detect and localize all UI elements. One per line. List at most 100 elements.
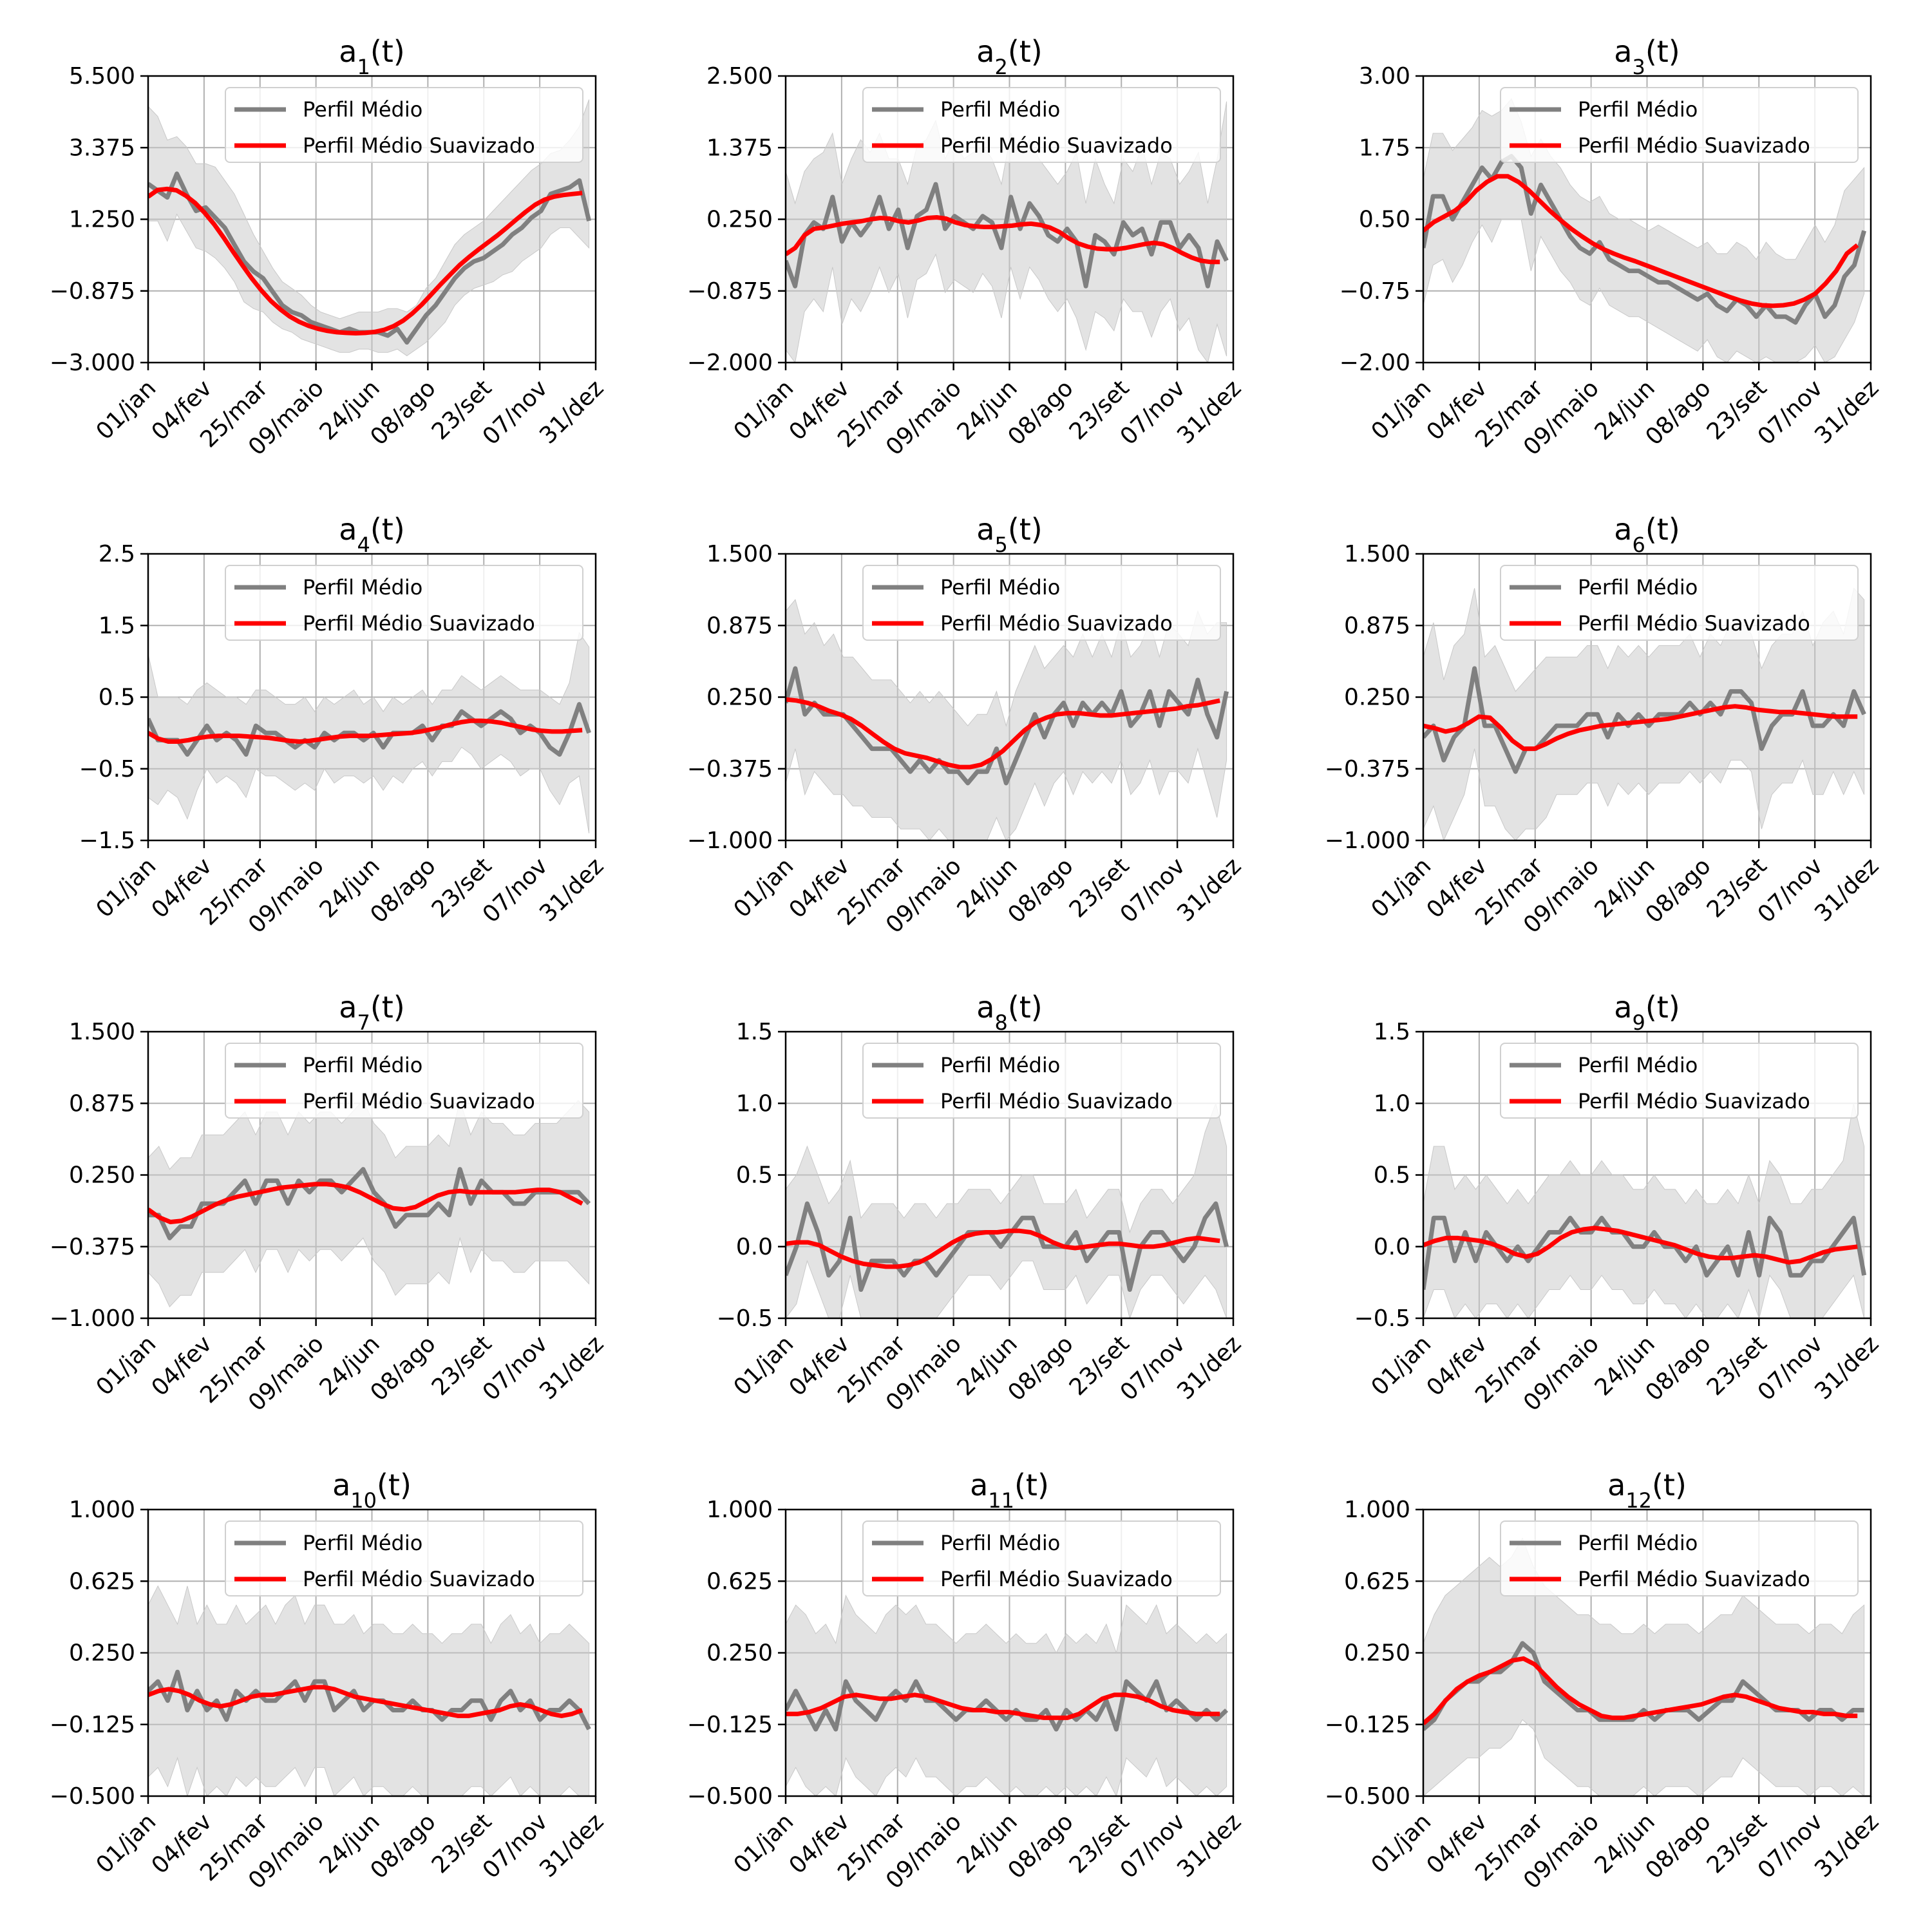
y-tick-label: 0.250	[706, 207, 773, 233]
y-tick-label: 1.5	[99, 612, 135, 639]
y-tick-label: 1.000	[1344, 1497, 1410, 1523]
y-tick-label: −0.125	[50, 1712, 135, 1738]
legend-label: Perfil Médio	[303, 575, 422, 600]
legend-label: Perfil Médio	[303, 97, 422, 122]
subplot-title: a11(t)	[970, 1468, 1049, 1513]
x-tick-label: 31/dez	[1172, 853, 1246, 927]
subplot-4: 2.51.50.5−0.5−1.501/jan04/fev25/mar09/ma…	[79, 512, 609, 938]
legend-label: Perfil Médio Suavizado	[940, 611, 1173, 636]
legend-box	[225, 1043, 583, 1119]
legend-label: Perfil Médio Suavizado	[1578, 1089, 1810, 1113]
series-line-perfil-medio-suavizado	[148, 1685, 583, 1718]
y-tick-label: −0.375	[1325, 756, 1410, 782]
legend-label: Perfil Médio	[940, 97, 1060, 122]
legend-label: Perfil Médio Suavizado	[1578, 133, 1810, 158]
y-tick-label: 0.250	[1344, 1640, 1410, 1667]
series-line-perfil-medio-suavizado	[786, 1692, 1220, 1720]
legend-label: Perfil Médio Suavizado	[1578, 1567, 1810, 1591]
y-tick-label: −0.875	[50, 278, 135, 305]
subplot-title: a3(t)	[1614, 34, 1680, 79]
x-tick-label: 01/jan	[1367, 1331, 1437, 1401]
legend: Perfil Médio Perfil Médio Suavizado	[862, 1520, 1221, 1596]
legend-box	[862, 1520, 1221, 1596]
legend-box	[1500, 1043, 1859, 1119]
x-tick-label: 31/dez	[1810, 853, 1884, 927]
variability-band	[1423, 1537, 1865, 1796]
series-line-perfil-medio	[148, 1669, 591, 1730]
y-tick-label: 0.250	[1344, 685, 1410, 711]
series-line-perfil-medio	[1423, 154, 1866, 325]
legend-box	[225, 87, 583, 163]
subplot-title: a9(t)	[1614, 990, 1680, 1035]
series-line-perfil-medio-suavizado	[1423, 174, 1859, 308]
legend-label: Perfil Médio	[303, 1531, 422, 1555]
y-tick-label: 5.500	[69, 63, 135, 90]
y-tick-label: 2.5	[99, 541, 135, 567]
subplot-title: a7(t)	[339, 990, 405, 1035]
y-tick-label: 0.875	[69, 1090, 135, 1117]
series-line-perfil-medio-suavizado	[1423, 704, 1858, 752]
y-tick-label: −0.500	[1325, 1783, 1410, 1810]
legend-label: Perfil Médio Suavizado	[303, 1567, 535, 1591]
subplot-1: 5.5003.3751.250−0.875−3.00001/jan04/fev2…	[50, 34, 609, 460]
y-tick-label: −0.500	[687, 1783, 773, 1810]
y-tick-label: −1.000	[50, 1305, 135, 1332]
x-tick-label: 01/jan	[1367, 375, 1437, 445]
x-tick-label: 01/jan	[1367, 1808, 1437, 1879]
x-tick-label: 31/dez	[535, 1331, 609, 1405]
y-tick-label: −1.000	[1325, 828, 1410, 854]
y-tick-label: −2.00	[1340, 350, 1410, 376]
legend-label: Perfil Médio Suavizado	[303, 611, 535, 636]
x-tick-label: 31/dez	[535, 375, 609, 449]
series-line-perfil-medio-suavizado	[1423, 1656, 1858, 1725]
variability-band	[148, 99, 590, 357]
variability-band	[786, 1595, 1227, 1796]
y-tick-label: −0.375	[50, 1234, 135, 1260]
legend-label: Perfil Médio	[303, 1053, 422, 1077]
variability-band	[1423, 98, 1865, 363]
legend-box	[862, 1043, 1221, 1119]
legend-label: Perfil Médio Suavizado	[940, 1567, 1173, 1591]
legend: Perfil Médio Perfil Médio Suavizado	[225, 87, 583, 163]
y-tick-label: 0.250	[69, 1162, 135, 1189]
legend: Perfil Médio Perfil Médio Suavizado	[225, 565, 583, 641]
subplot-5: 1.5000.8750.250−0.375−1.00001/jan04/fev2…	[687, 512, 1247, 938]
x-tick-label: 01/jan	[729, 1808, 799, 1879]
subplot-title: a10(t)	[332, 1468, 412, 1513]
variability-band	[1423, 587, 1865, 840]
series-line-perfil-medio-suavizado	[1423, 1226, 1858, 1265]
series-line-perfil-medio	[786, 666, 1229, 786]
y-tick-label: 3.375	[69, 135, 135, 161]
legend-box	[1500, 87, 1859, 163]
x-tick-label: 31/dez	[535, 1808, 609, 1882]
y-tick-label: 3.00	[1359, 63, 1410, 90]
legend-box	[862, 565, 1221, 641]
y-tick-label: 0.875	[1344, 612, 1410, 639]
y-tick-label: 1.0	[1374, 1090, 1410, 1117]
series-line-perfil-medio-suavizado	[148, 186, 583, 336]
y-tick-label: −3.000	[50, 350, 135, 376]
y-tick-label: 0.50	[1359, 207, 1410, 233]
y-tick-label: 1.500	[69, 1019, 135, 1045]
legend-label: Perfil Médio Suavizado	[303, 1089, 535, 1113]
legend-box	[225, 1520, 583, 1596]
series-line-perfil-medio	[786, 182, 1229, 289]
legend-box	[862, 87, 1221, 163]
y-tick-label: 1.250	[69, 207, 135, 233]
x-tick-label: 01/jan	[91, 1808, 162, 1879]
legend: Perfil Médio Perfil Médio Suavizado	[1500, 565, 1859, 641]
x-tick-label: 01/jan	[91, 375, 162, 445]
y-tick-label: 0.625	[706, 1568, 773, 1595]
legend-label: Perfil Médio	[1578, 97, 1698, 122]
subplot-title: a1(t)	[339, 34, 405, 79]
y-tick-label: 0.5	[736, 1162, 773, 1189]
y-tick-label: −1.000	[687, 828, 773, 854]
series-line-perfil-medio-suavizado	[786, 1228, 1220, 1269]
subplot-title: a2(t)	[976, 34, 1043, 79]
legend-box	[1500, 565, 1859, 641]
variability-band	[148, 632, 590, 833]
y-tick-label: −0.5	[79, 756, 135, 782]
y-tick-label: 0.5	[99, 685, 135, 711]
x-tick-label: 31/dez	[1172, 1331, 1246, 1405]
